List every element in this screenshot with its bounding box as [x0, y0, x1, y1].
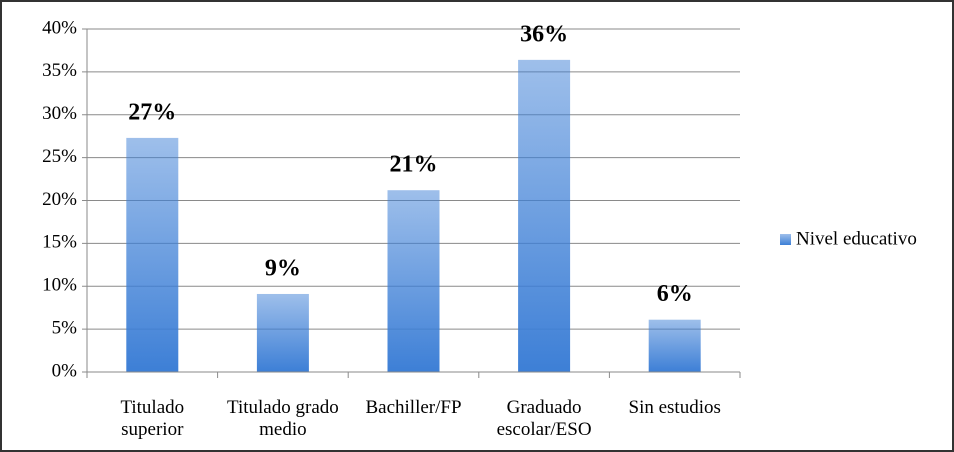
- y-tick-label: 25%: [42, 146, 77, 167]
- y-tick-label: 20%: [42, 189, 77, 210]
- bar: [387, 190, 440, 372]
- bar: [518, 59, 571, 373]
- data-label: 6%: [657, 281, 693, 307]
- y-tick-label: 10%: [42, 275, 77, 296]
- bar: [126, 137, 179, 372]
- data-label: 21%: [390, 152, 438, 178]
- y-tick-label: 30%: [42, 103, 77, 124]
- y-tick-label: 15%: [42, 232, 77, 253]
- y-tick-label: 5%: [52, 317, 78, 338]
- x-tick-label: Titulado grado medio: [227, 397, 339, 440]
- x-tick-label: Sin estudios: [628, 397, 721, 418]
- x-tick-label: Graduado escolar/ESO: [496, 397, 592, 440]
- legend-swatch: [780, 234, 791, 245]
- bar: [648, 319, 701, 372]
- y-tick-label: 35%: [42, 60, 77, 81]
- x-tick-label: Bachiller/FP: [365, 397, 462, 418]
- y-tick-label: 0%: [52, 360, 78, 381]
- x-tick-label: Titulado superior: [120, 397, 185, 440]
- bar: [256, 293, 309, 372]
- data-label: 36%: [520, 21, 568, 47]
- legend-label: Nivel educativo: [796, 228, 917, 249]
- y-tick-label: 40%: [42, 17, 77, 38]
- data-label: 9%: [265, 255, 301, 281]
- data-label: 27%: [128, 99, 176, 125]
